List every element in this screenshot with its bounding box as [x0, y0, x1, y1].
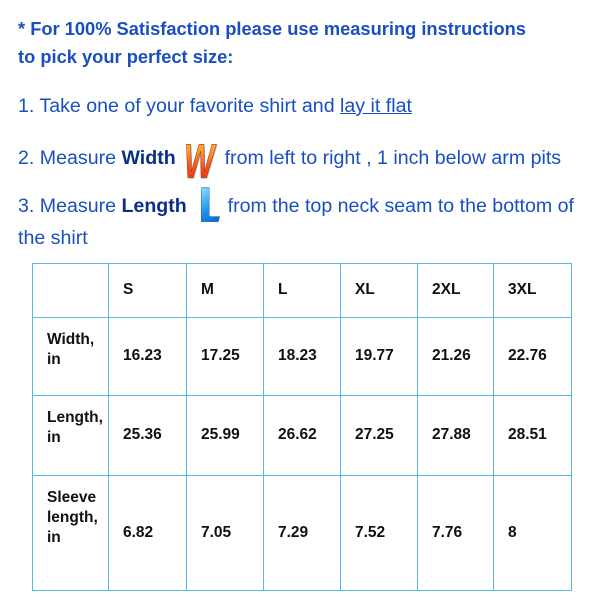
svg-text:W: W: [185, 141, 217, 179]
